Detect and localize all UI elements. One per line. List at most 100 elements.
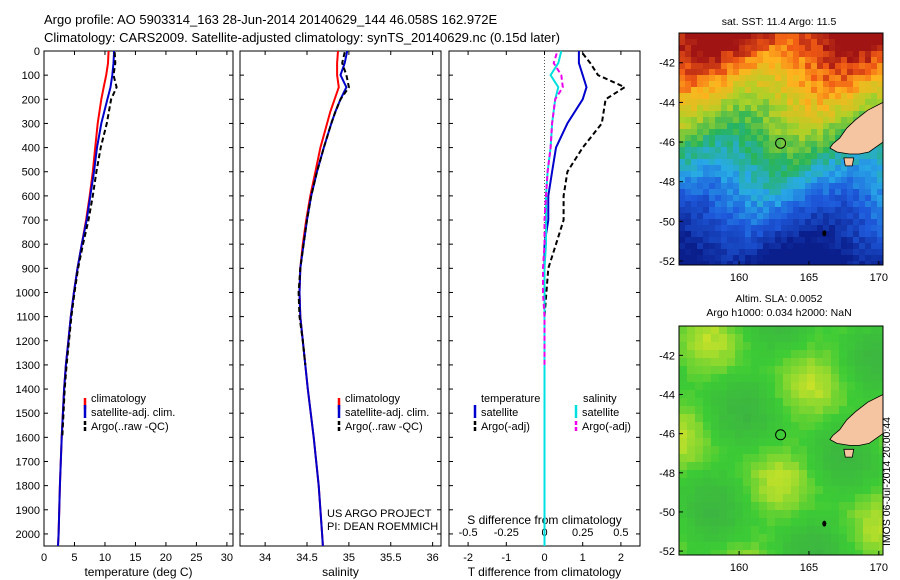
map-cell (871, 225, 877, 231)
map-cell (775, 249, 781, 255)
map-cell (757, 105, 763, 111)
map-cell (733, 81, 739, 87)
map-cell (863, 454, 871, 462)
map-cell (831, 462, 839, 470)
map-cell (863, 350, 871, 358)
map-cell (769, 69, 775, 75)
map-cell (877, 57, 883, 63)
map-cell (715, 111, 721, 117)
map-cell (679, 249, 685, 255)
map-cell (743, 478, 751, 486)
map-y-tick-label: -50 (659, 507, 675, 519)
map-cell (823, 183, 829, 189)
map-cell (679, 81, 685, 87)
map-cell (863, 550, 871, 555)
map-cell (855, 526, 863, 534)
map-cell (817, 183, 823, 189)
map-cell (841, 105, 847, 111)
map-cell (839, 326, 847, 334)
map-cell (775, 39, 781, 45)
map-cell (799, 366, 807, 374)
map-cell (691, 111, 697, 117)
map-cell (793, 33, 799, 39)
map-cell (685, 225, 691, 231)
map-cell (709, 183, 715, 189)
map-cell (739, 135, 745, 141)
map-cell (719, 550, 727, 555)
map-cell (783, 406, 791, 414)
map-cell (715, 255, 721, 261)
map-cell (865, 39, 871, 45)
map-cell (829, 105, 835, 111)
map-cell (863, 446, 871, 454)
map-cell (697, 177, 703, 183)
map-cell (793, 183, 799, 189)
map-cell (733, 177, 739, 183)
map-cell (855, 382, 863, 390)
map-cell (687, 486, 695, 494)
map-cell (739, 189, 745, 195)
map-cell (831, 518, 839, 526)
map-cell (829, 201, 835, 207)
map-cell (775, 231, 781, 237)
map-cell (783, 342, 791, 350)
map-cell (781, 189, 787, 195)
map-cell (877, 213, 883, 219)
map-cell (691, 51, 697, 57)
map-cell (817, 207, 823, 213)
map-cell (831, 470, 839, 478)
map-cell (829, 33, 835, 39)
map-cell (805, 225, 811, 231)
map-cell (703, 117, 709, 123)
map-cell (829, 243, 835, 249)
map-cell (715, 33, 721, 39)
map-cell (799, 57, 805, 63)
map-cell (799, 486, 807, 494)
map-cell (703, 39, 709, 45)
map-cell (847, 171, 853, 177)
map-cell (679, 225, 685, 231)
map-cell (703, 219, 709, 225)
map-cell (781, 207, 787, 213)
map-cell (727, 446, 735, 454)
map-cell (775, 350, 783, 358)
map-cell (743, 326, 751, 334)
map-cell (775, 57, 781, 63)
map-cell (855, 542, 863, 550)
map-cell (839, 366, 847, 374)
map-cell (757, 183, 763, 189)
map-cell (739, 225, 745, 231)
map-cell (817, 39, 823, 45)
map-cell (715, 105, 721, 111)
map-cell (781, 219, 787, 225)
map-cell (817, 99, 823, 105)
map-cell (865, 153, 871, 159)
map-cell (691, 243, 697, 249)
map-cell (743, 502, 751, 510)
map-cell (703, 414, 711, 422)
map-cell (847, 219, 853, 225)
map-cell (711, 446, 719, 454)
map-cell (687, 462, 695, 470)
map-cell (859, 171, 865, 177)
map-cell (775, 237, 781, 243)
map-cell (793, 135, 799, 141)
map-cell (835, 159, 841, 165)
map-cell (687, 478, 695, 486)
map-cell (817, 111, 823, 117)
map-cell (879, 342, 883, 350)
map-cell (687, 510, 695, 518)
map-cell (815, 350, 823, 358)
map-cell (783, 550, 791, 555)
map-cell (841, 81, 847, 87)
map-cell (839, 406, 847, 414)
map-cell (769, 261, 775, 265)
map-cell (781, 183, 787, 189)
map-cell (733, 153, 739, 159)
map-cell (841, 177, 847, 183)
map-cell (865, 69, 871, 75)
map-cell (691, 63, 697, 69)
map-cell (775, 219, 781, 225)
map-cell (703, 33, 709, 39)
map-cell (791, 454, 799, 462)
